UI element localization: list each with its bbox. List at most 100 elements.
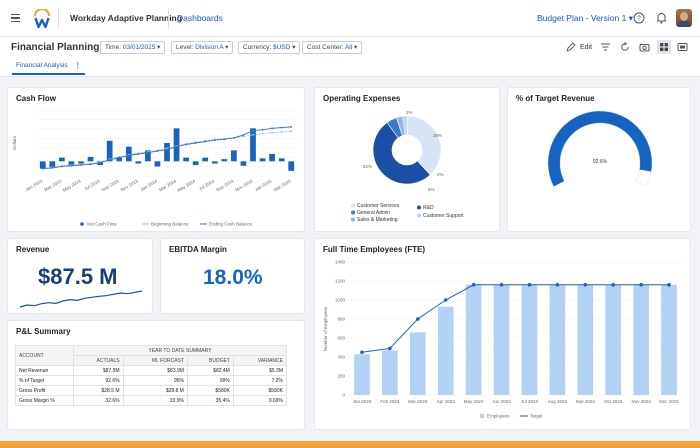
nav-dashboards[interactable]: Dashboards <box>177 13 223 23</box>
more-options-icon[interactable]: ⋮ <box>74 62 81 69</box>
pl-cell: 32.6% <box>73 395 124 406</box>
employees-bar <box>605 284 622 395</box>
y-tick-label: 600 <box>337 336 345 341</box>
edit-button[interactable]: Edit <box>580 44 593 51</box>
net-cash-flow-bar <box>221 159 228 162</box>
avatar[interactable] <box>676 9 692 27</box>
target-point <box>443 298 448 302</box>
x-tick-label: Jul 2023 <box>521 399 539 404</box>
employees-bar <box>633 284 649 395</box>
target-title: % of Target Revenue <box>516 94 595 103</box>
help-icon[interactable]: ? <box>633 12 645 24</box>
plan-selector[interactable]: Budget Plan - Version 1 ▾ <box>537 13 633 23</box>
refresh-icon[interactable] <box>620 42 630 52</box>
pl-cell: $82.4M <box>186 365 234 376</box>
bottom-accent-strip <box>0 441 700 448</box>
ending-balance-line-point <box>242 134 245 136</box>
ending-balance-line-point <box>99 161 102 164</box>
pl-cell: $5.3M <box>232 365 288 376</box>
page-header: Financial Planning Time: 03/01/2025 ▾ Le… <box>0 37 700 77</box>
x-tick-label: Jul 2023 <box>83 178 101 191</box>
beginning-balance-line-point <box>166 147 168 150</box>
pl-cell: $28.5 M <box>73 385 124 396</box>
net-cash-flow-bar <box>87 156 94 162</box>
net-cash-flow-bar <box>288 161 295 171</box>
pl-cell: 7.2% <box>232 375 288 386</box>
pl-cell-account: Net Revenue <box>15 365 74 376</box>
ending-balance-line-point <box>252 129 254 132</box>
employees-bar <box>521 284 538 395</box>
x-tick-label: May 2023 <box>62 178 82 192</box>
beginning-balance-line-point <box>242 135 245 138</box>
ending-balance-line-point <box>223 138 226 141</box>
ending-balance-line-point <box>146 151 149 154</box>
app-title: Workday Adaptive Planning <box>70 13 182 23</box>
bell-icon[interactable] <box>656 12 667 24</box>
y-axis-label: Number of Employees <box>323 306 328 351</box>
pl-cell: 35.4% <box>186 395 234 406</box>
filter-time[interactable]: Time: 03/01/2025 ▾ <box>100 41 166 54</box>
fte-chart: 1400 1200 1000 800 600 400 200 0 Number of Emplo… <box>323 260 683 419</box>
pl-cell: $580K <box>232 385 288 396</box>
filter-icon[interactable] <box>600 42 611 52</box>
ending-balance-line-point <box>89 163 92 166</box>
tab-financial-analysis[interactable]: Financial Analysis ⋮ <box>12 60 85 75</box>
workday-logo-icon[interactable] <box>33 9 51 29</box>
ending-balance-line-point <box>166 148 168 151</box>
pl-cell: 92.6% <box>73 375 124 386</box>
y-tick-label: 1200 <box>335 279 346 284</box>
legend-label: Net Cash Flow <box>87 222 117 227</box>
pl-table: ACCOUNT YEAR TO DATE SUMMARY ACTUALS ML … <box>15 345 288 406</box>
ending-balance-line-point <box>108 158 111 161</box>
x-tick-label: Nov 2023 <box>120 178 140 192</box>
ending-balance-line-point <box>137 153 140 155</box>
filter-level[interactable]: Level: Division A ▾ <box>171 41 234 54</box>
pl-cell: $580K <box>186 385 234 396</box>
employees-bar <box>465 284 482 395</box>
x-tick-label: Sep 2023 <box>576 399 596 404</box>
pl-account-header: ACCOUNT <box>15 345 74 366</box>
legend-label: Customer Support <box>423 213 464 219</box>
ending-balance-line-point <box>204 140 207 143</box>
pl-cell: 95% <box>122 375 188 386</box>
target-point <box>555 283 560 287</box>
svg-text:?: ? <box>637 16 641 23</box>
x-tick-label: Jan 2024 <box>139 178 158 192</box>
filter-currency[interactable]: Currency: $USD ▾ <box>238 41 301 54</box>
net-cash-flow-bar <box>78 161 84 164</box>
ending-balance-line-point <box>271 127 274 130</box>
hamburger-icon[interactable] <box>11 14 20 22</box>
y-axis-label: Dollars <box>12 135 17 150</box>
pl-summary-card: P&L Summary ACCOUNT YEAR TO DATE SUMMARY… <box>7 320 305 430</box>
legend-marker <box>417 205 421 210</box>
camera-icon[interactable] <box>639 42 650 52</box>
net-cash-flow-bar <box>231 150 237 162</box>
x-tick-label: Nov 2023 <box>631 399 651 404</box>
target-point <box>499 283 504 287</box>
gauge-value-label: 92.6% <box>593 159 608 165</box>
target-point <box>360 350 364 355</box>
pl-cell: 99% <box>186 375 234 386</box>
pencil-icon[interactable] <box>566 42 576 52</box>
ending-balance-line-point <box>60 165 63 168</box>
x-tick-label: Mar 2025 <box>273 178 292 192</box>
filter-cost-center[interactable]: Cost Center: All ▾ <box>302 41 363 54</box>
ebitda-value: 18.0% <box>203 266 263 289</box>
legend-label: Customer Services <box>357 203 400 209</box>
employees-bar <box>549 284 566 395</box>
presentation-icon[interactable] <box>677 42 688 52</box>
ending-balance-line-point <box>80 164 82 166</box>
employees-bar <box>661 284 677 395</box>
pl-col-header: ML FORCAST <box>122 355 188 366</box>
target-point <box>415 317 420 321</box>
cash-flow-card: Cash Flow Dollars Jan 2023 Mar 2023 May 202… <box>7 87 305 232</box>
beginning-balance-line-point <box>261 132 264 135</box>
pl-cell: $28.8 M <box>122 385 188 396</box>
net-cash-flow-bar <box>240 161 247 166</box>
x-tick-label: May 2024 <box>177 178 197 192</box>
ending-balance-line-point <box>194 142 197 144</box>
grid-view-icon[interactable] <box>657 40 671 54</box>
